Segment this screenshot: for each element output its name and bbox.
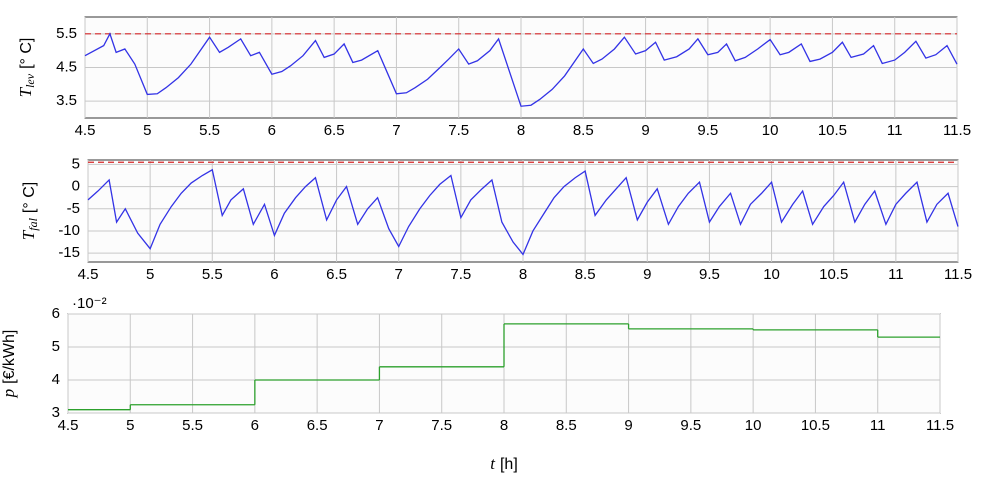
x-tick-label: 11 <box>888 266 904 283</box>
x-tick-label: 11.5 <box>943 122 971 139</box>
x-tick-label: 11 <box>887 122 903 139</box>
y-tick-label: 0 <box>72 178 80 195</box>
x-tick-label: 5 <box>143 122 151 139</box>
x-tick-label: 6 <box>251 417 259 434</box>
x-tick-label: 7.5 <box>450 266 471 283</box>
x-tick-label: 6 <box>270 266 278 283</box>
x-tick-label: 8 <box>500 417 508 434</box>
y-tick-label: 5 <box>72 155 80 172</box>
x-label-symbol: t <box>490 454 496 473</box>
x-tick-label: 10.5 <box>818 122 847 139</box>
x-tick-label: 9 <box>641 122 649 139</box>
y-axis-label: Tlev [° C] <box>16 38 37 98</box>
x-tick-label: 8.5 <box>573 122 594 139</box>
x-tick-label: 6 <box>268 122 276 139</box>
x-tick-label: 9 <box>624 417 632 434</box>
y-multiplier: ·10⁻² <box>72 295 107 312</box>
y-label-symbol: p <box>0 389 18 399</box>
y-label-unit: [° C] <box>18 38 35 69</box>
x-tick-label: 10.5 <box>819 266 848 283</box>
y-tick-label: -10 <box>58 222 80 239</box>
y-tick-label: 3.5 <box>56 92 77 109</box>
y-tick-label: -5 <box>67 200 80 217</box>
x-tick-label: 10 <box>745 417 762 434</box>
x-tick-label: 7.5 <box>431 417 452 434</box>
y-label-subscript: lev <box>23 73 37 88</box>
x-tick-label: 11 <box>870 417 886 434</box>
x-axis-label: t [h] <box>490 454 518 473</box>
x-tick-label: 6.5 <box>307 417 328 434</box>
data-line <box>87 168 959 256</box>
x-tick-label: 7 <box>395 266 403 283</box>
y-label-unit: [€/kWh] <box>1 330 18 384</box>
x-tick-label: 11.5 <box>926 417 954 434</box>
x-tick-label: 9.5 <box>697 122 718 139</box>
x-label-unit: [h] <box>500 456 518 473</box>
x-tick-label: 6.5 <box>324 122 345 139</box>
y-tick-label: 6 <box>52 305 60 322</box>
x-tick-label: 5.5 <box>202 266 223 283</box>
x-tick-label: 7.5 <box>448 122 469 139</box>
y-tick-label: 4 <box>52 371 60 388</box>
x-tick-label: 10 <box>763 266 780 283</box>
y-tick-label: -15 <box>58 244 80 261</box>
y-label-symbol: T <box>19 229 38 240</box>
x-tick-label: 4.5 <box>78 266 99 283</box>
x-tick-label: 10.5 <box>801 417 830 434</box>
x-tick-label: 10 <box>762 122 779 139</box>
x-tick-label: 11.5 <box>944 266 972 283</box>
y-label-unit: [° C] <box>21 182 38 213</box>
x-tick-label: 5.5 <box>182 417 203 434</box>
y-tick-label: 5.5 <box>56 25 77 42</box>
x-tick-label: 5.5 <box>199 122 220 139</box>
x-tick-label: 7 <box>392 122 400 139</box>
data-line <box>84 32 958 107</box>
x-tick-label: 8 <box>517 122 525 139</box>
x-tick-label: 4.5 <box>58 417 79 434</box>
x-tick-label: 5 <box>126 417 134 434</box>
y-tick-label: 4.5 <box>56 58 77 75</box>
y-tick-label: 3 <box>52 404 60 421</box>
y-label-subscript: fal <box>26 217 40 230</box>
x-tick-label: 9 <box>643 266 651 283</box>
x-tick-label: 8 <box>519 266 527 283</box>
y-label-symbol: T <box>16 86 35 97</box>
x-tick-label: 4.5 <box>75 122 96 139</box>
y-tick-label: 5 <box>52 338 60 355</box>
x-tick-label: 6.5 <box>326 266 347 283</box>
x-tick-label: 7 <box>375 417 383 434</box>
y-axis-label: Tfal [° C] <box>19 182 40 240</box>
x-tick-label: 8.5 <box>575 266 596 283</box>
x-tick-label: 5 <box>146 266 154 283</box>
x-tick-label: 8.5 <box>556 417 577 434</box>
x-tick-label: 9.5 <box>680 417 701 434</box>
x-tick-label: 9.5 <box>699 266 720 283</box>
y-axis-label: p [€/kWh] <box>0 330 18 399</box>
